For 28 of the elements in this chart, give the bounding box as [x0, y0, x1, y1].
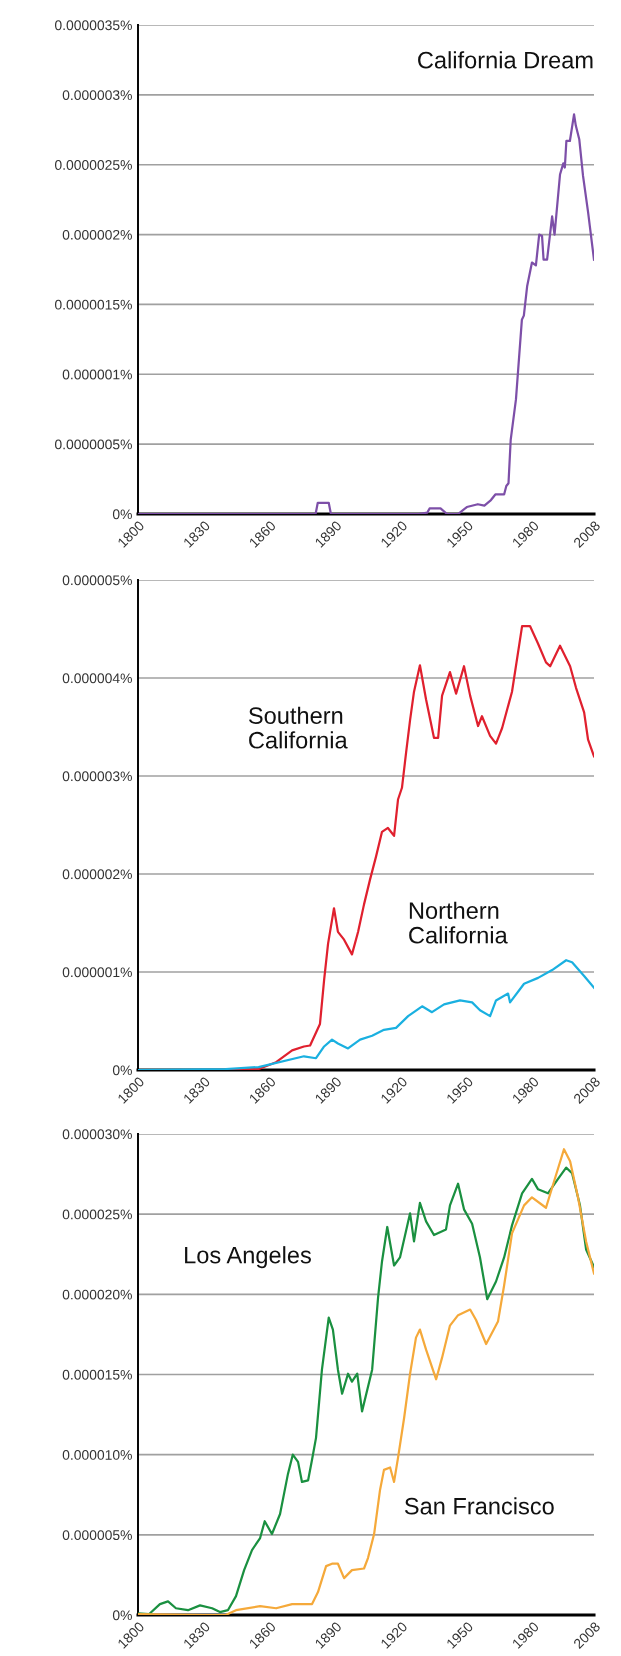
y-tick-label: 0% — [112, 1610, 132, 1621]
y-tick-label: 0.000003% — [62, 90, 132, 101]
y-tick-label: 0.0000015% — [54, 299, 132, 310]
y-tick-label: 0.000005% — [62, 575, 132, 586]
y-tick-label: 0.000001% — [62, 967, 132, 978]
y-tick-label: 0.000002% — [62, 229, 132, 240]
series-label: Northern California — [409, 901, 508, 944]
y-tick-label: 0% — [112, 509, 132, 520]
line-series — [138, 113, 594, 514]
text: Southern California — [248, 706, 348, 749]
series-label: San Francisco — [404, 1497, 554, 1515]
y-tick-label: 0.000003% — [62, 771, 132, 782]
y-tick-label: 0.000025% — [62, 1209, 132, 1220]
y-tick-label: 0.0000025% — [54, 160, 132, 170]
y-tick-label: 0% — [112, 1065, 132, 1076]
y-tick-label: 0.000020% — [62, 1289, 132, 1300]
y-tick-label: 0.000002% — [62, 869, 132, 880]
line-series — [138, 959, 594, 1070]
y-tick-label: 0.0000035% — [54, 20, 132, 31]
text: Los Angeles — [185, 1246, 311, 1269]
y-tick-label: 0.000015% — [62, 1369, 132, 1380]
text: California Dream — [418, 51, 593, 69]
y-tick-label: 0.0000005% — [54, 439, 132, 450]
y-tick-label: 0.000004% — [62, 673, 132, 684]
y-tick-label: 0.000005% — [62, 1530, 132, 1540]
y-tick-label: 0.000030% — [62, 1129, 132, 1140]
y-tick-label: 0.000010% — [62, 1450, 132, 1460]
y-tick-label: 0.000001% — [62, 369, 132, 380]
